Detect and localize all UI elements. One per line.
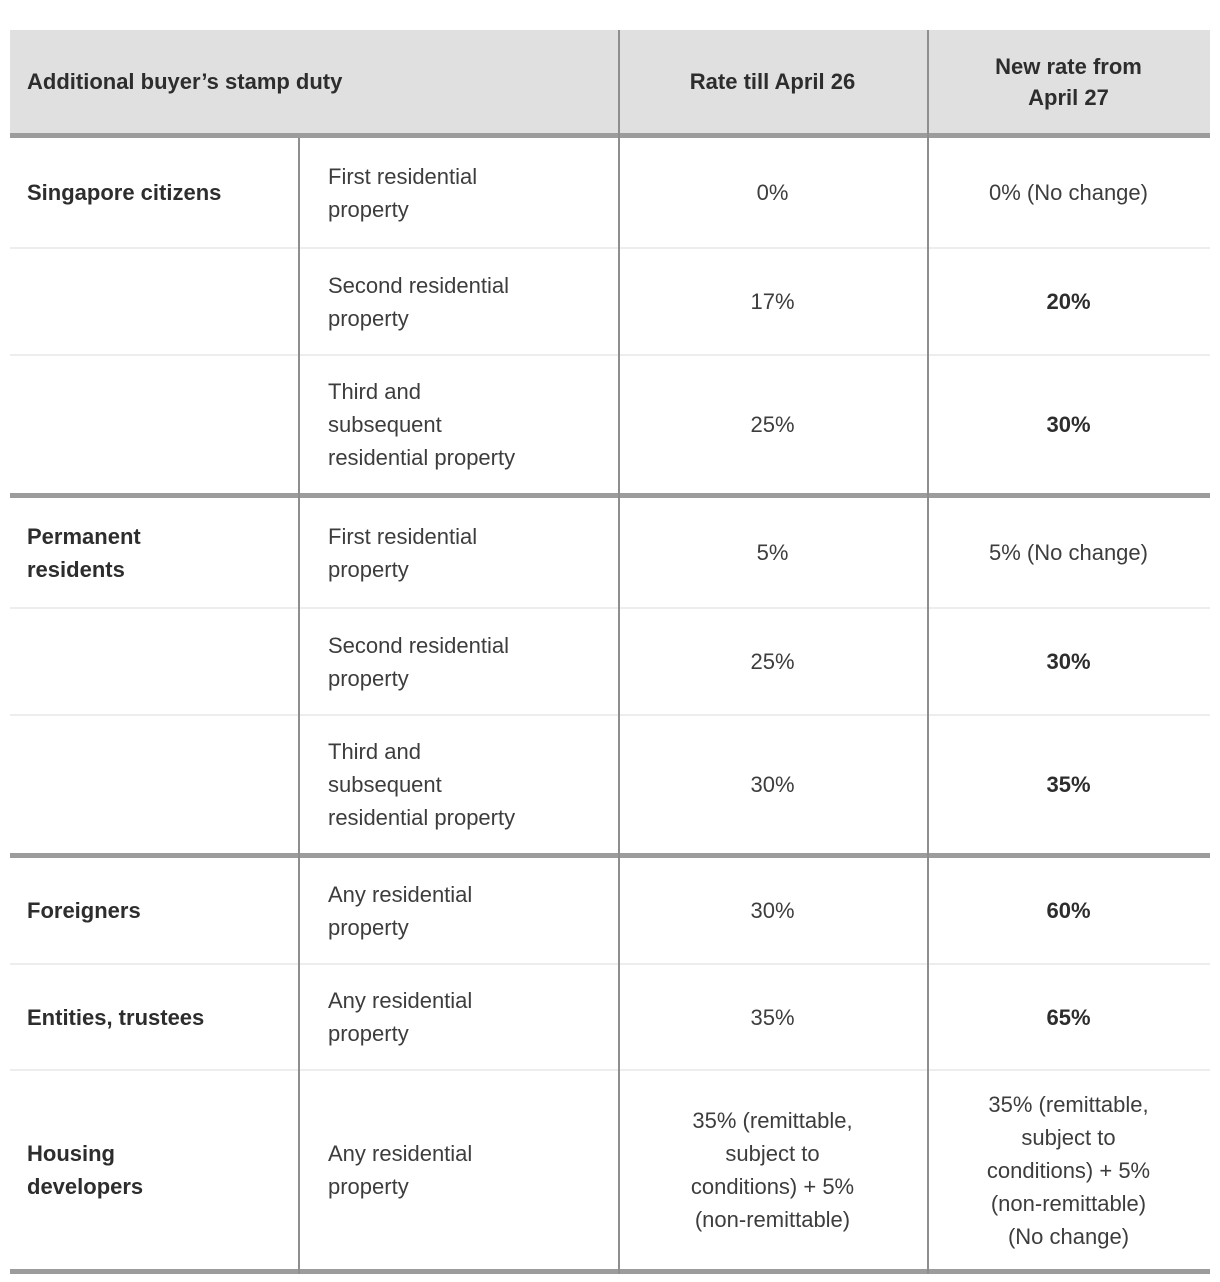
- header-category-cell: Additional buyer’s stamp duty: [27, 69, 343, 94]
- old-rate-cell: 35% (remittable, subject to conditions) …: [690, 1108, 855, 1232]
- old-rate-cell: 30%: [750, 898, 795, 923]
- category-cell: [10, 356, 298, 493]
- category-cell: [10, 249, 298, 354]
- category-cell: Foreigners: [27, 898, 141, 923]
- new-rate-cell: 35% (remittable, subject to conditions) …: [986, 1091, 1151, 1249]
- new-rate-cell: 65%: [1046, 1004, 1091, 1030]
- property-cell: Any residential property: [328, 881, 473, 940]
- property-cell: Third and subsequent residential propert…: [328, 739, 516, 830]
- column-divider: [298, 138, 300, 1274]
- category-cell: Housing developers: [27, 1141, 144, 1199]
- category-cell: [10, 716, 298, 853]
- new-rate-cell: 60%: [1046, 898, 1091, 923]
- old-rate-cell: 25%: [750, 412, 795, 437]
- group-singapore-citizens: Singapore citizens First residential pro…: [10, 138, 1210, 498]
- property-cell: Second residential property: [328, 272, 510, 331]
- column-divider: [618, 30, 620, 1274]
- old-rate-cell: 0%: [756, 180, 789, 205]
- new-rate-cell: 20%: [1046, 289, 1091, 314]
- table-row: Entities, trustees Any residential prope…: [10, 963, 1210, 1069]
- property-cell: Third and subsequent residential propert…: [328, 379, 516, 470]
- new-rate-cell: 5% (No change): [989, 540, 1148, 565]
- stamp-duty-table: Additional buyer’s stamp duty Rate till …: [10, 30, 1210, 1274]
- header-old-rate-cell: Rate till April 26: [689, 69, 856, 94]
- column-divider: [927, 30, 929, 1274]
- old-rate-cell: 35%: [750, 1004, 795, 1030]
- old-rate-cell: 5%: [756, 540, 789, 565]
- table-row: Foreigners Any residential property 30% …: [10, 858, 1210, 963]
- property-cell: First residential property: [328, 523, 478, 582]
- new-rate-cell: 0% (No change): [989, 180, 1148, 205]
- category-cell: Permanent residents: [27, 523, 141, 582]
- category-cell: [10, 609, 298, 714]
- category-cell: Entities, trustees: [27, 1004, 205, 1030]
- table-row: Housing developers Any residential prope…: [10, 1069, 1210, 1269]
- new-rate-cell: 30%: [1046, 649, 1091, 674]
- property-cell: Any residential property: [328, 1141, 473, 1199]
- group-permanent-residents: Permanent residents First residential pr…: [10, 498, 1210, 858]
- table-header-row: Additional buyer’s stamp duty Rate till …: [10, 30, 1210, 138]
- table-row: Third and subsequent residential propert…: [10, 714, 1210, 853]
- new-rate-cell: 30%: [1046, 412, 1091, 437]
- old-rate-cell: 25%: [750, 649, 795, 674]
- group-other-buyers: Foreigners Any residential property 30% …: [10, 858, 1210, 1274]
- table-row: Permanent residents First residential pr…: [10, 498, 1210, 607]
- property-cell: Second residential property: [328, 632, 510, 691]
- table-row: Second residential property 25% 30%: [10, 607, 1210, 714]
- new-rate-cell: 35%: [1046, 772, 1091, 797]
- table-row: Second residential property 17% 20%: [10, 247, 1210, 354]
- table-row: Singapore citizens First residential pro…: [10, 138, 1210, 247]
- header-new-rate-cell: New rate from April 27: [995, 53, 1142, 110]
- property-cell: First residential property: [328, 163, 478, 222]
- property-cell: Any residential property: [328, 988, 473, 1046]
- old-rate-cell: 17%: [750, 289, 795, 314]
- old-rate-cell: 30%: [750, 772, 795, 797]
- table-row: Third and subsequent residential propert…: [10, 354, 1210, 493]
- category-cell: Singapore citizens: [27, 180, 222, 205]
